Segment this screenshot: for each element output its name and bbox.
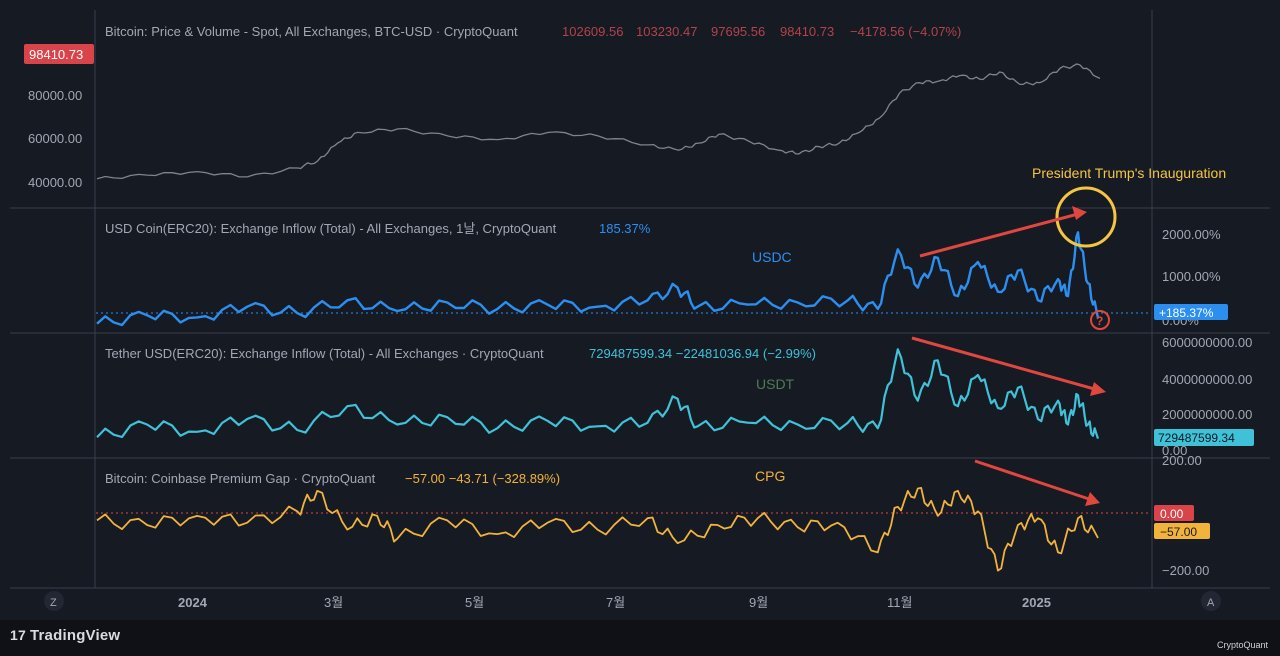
cpg-last-label: −57.00 (1160, 525, 1197, 539)
help-icon-label: ? (1096, 314, 1103, 328)
tradingview-brand: TradingView (29, 627, 121, 644)
cpg-series-line (96, 487, 1099, 572)
x-tick-sep: 9월 (749, 595, 768, 610)
usdt-series-line (96, 348, 1100, 439)
usdc-pane-title: USD Coin(ERC20): Exchange Inflow (Total)… (105, 221, 557, 236)
price-series-line (96, 63, 1101, 180)
usdc-arrow-head (1072, 206, 1087, 220)
cpg-pane-header: Bitcoin: Coinbase Premium Gap · CryptoQu… (105, 471, 560, 486)
usdt-series-label: USDT (756, 376, 795, 392)
cpg-pane-value: −57.00 −43.71 (−328.89%) (405, 471, 560, 486)
price-ohlc-change: −4178.56 (−4.07%) (850, 24, 961, 39)
x-tick-2024: 2024 (178, 595, 208, 610)
usdc-series-line (96, 231, 1100, 327)
series-layer (96, 63, 1101, 572)
price-ohlc-close: 98410.73 (780, 24, 834, 39)
usdt-y-tick: 4000000000.00 (1162, 372, 1252, 387)
usdt-pane-header: Tether USD(ERC20): Exchange Inflow (Tota… (105, 346, 816, 361)
a-button[interactable] (1201, 591, 1221, 611)
usdt-pane-title: Tether USD(ERC20): Exchange Inflow (Tota… (105, 346, 544, 361)
cpg-zero-label: 0.00 (1160, 507, 1184, 521)
cpg-pane-title: Bitcoin: Coinbase Premium Gap · CryptoQu… (105, 471, 376, 486)
x-tick-may: 5월 (465, 595, 484, 610)
price-ohlc-high: 103230.47 (636, 24, 697, 39)
x-tick-2025: 2025 (1022, 595, 1051, 610)
tradingview-logo[interactable]: 17 TradingView (10, 627, 120, 644)
usdc-trend-arrow (919, 212, 1079, 258)
help-icon[interactable] (1090, 310, 1110, 330)
price-pane-title: Bitcoin: Price & Volume - Spot, All Exch… (105, 24, 518, 39)
cpg-y-tick: 200.00 (1162, 453, 1202, 468)
price-last-badge (24, 44, 94, 64)
inauguration-label: President Trump's Inauguration (1032, 165, 1226, 181)
z-button-label: Z (50, 597, 57, 609)
chart-frame (10, 10, 1270, 589)
cpg-last-badge (1154, 523, 1210, 539)
usdt-y-axis: 6000000000.00 4000000000.00 2000000000.0… (1154, 335, 1254, 458)
x-tick-nov: 11월 (887, 595, 912, 610)
price-y-tick: 60000.00 (28, 131, 82, 146)
cpg-y-tick: −200.00 (1162, 563, 1209, 578)
price-y-axis: 98410.73 80000.00 60000.00 40000.00 (24, 44, 94, 190)
cpg-trend-arrow (974, 459, 1093, 502)
chart-svg: Bitcoin: Price & Volume - Spot, All Exch… (10, 10, 1270, 611)
cpg-arrow-head (1085, 492, 1100, 506)
x-axis: 2024 3월 5월 7월 9월 11월 2025 (178, 595, 1051, 610)
usdc-y-tick: 1000.00% (1162, 269, 1221, 284)
cpg-series-label: CPG (755, 468, 785, 484)
usdt-y-tick: 6000000000.00 (1162, 335, 1252, 350)
cpg-y-axis: 200.00 0.00 −57.00 −200.00 (1154, 453, 1210, 578)
price-y-tick: 80000.00 (28, 88, 82, 103)
usdc-y-axis: 2000.00% 1000.00% 0.00% +185.37% (1154, 227, 1228, 328)
trend-arrows (911, 212, 1099, 502)
usdt-trend-arrow (911, 336, 1099, 392)
usdt-last-label: 729487599.34 (1158, 431, 1235, 445)
cryptoquant-watermark: CryptoQuant (1216, 640, 1268, 650)
cpg-zero-badge (1154, 505, 1194, 521)
usdt-arrow-head (1090, 382, 1106, 396)
usdc-y-tick: 2000.00% (1162, 227, 1221, 242)
usdt-y-tick: 0.00 (1162, 443, 1187, 458)
footer-bar (0, 620, 1280, 656)
usdt-pane-value: 729487599.34 −22481036.94 (−2.99%) (589, 346, 816, 361)
price-ohlc-low: 97695.56 (711, 24, 765, 39)
usdc-pane-value: 185.37% (599, 221, 651, 236)
z-button[interactable] (44, 591, 64, 611)
usdc-last-badge (1154, 304, 1228, 320)
usdc-last-label: +185.37% (1159, 306, 1214, 320)
price-ohlc-open: 102609.56 (562, 24, 623, 39)
usdt-last-badge (1154, 429, 1254, 446)
x-tick-jul: 7월 (606, 595, 625, 610)
usdt-y-tick: 2000000000.00 (1162, 407, 1252, 422)
arrow-heads (1072, 206, 1106, 506)
usdc-series-label: USDC (752, 249, 792, 265)
price-y-tick: 40000.00 (28, 175, 82, 190)
inauguration-circle (1055, 186, 1117, 248)
tradingview-logo-icon: 17 (10, 627, 26, 643)
a-button-label: A (1207, 597, 1215, 609)
price-pane-header: Bitcoin: Price & Volume - Spot, All Exch… (105, 24, 961, 39)
x-tick-mar: 3월 (324, 595, 343, 610)
usdc-pane-header: USD Coin(ERC20): Exchange Inflow (Total)… (105, 221, 651, 236)
price-last-label: 98410.73 (29, 47, 83, 62)
